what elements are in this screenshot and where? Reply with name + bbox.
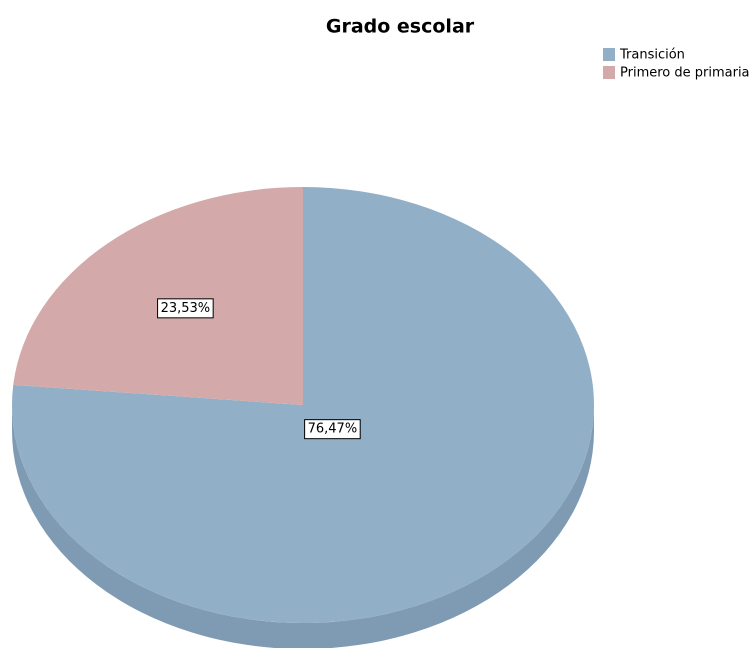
pie-slice: [12, 187, 594, 623]
pie-slice: [13, 187, 304, 405]
legend-label: Primero de primaria: [620, 66, 750, 81]
legend-label: Transición: [619, 48, 685, 63]
legend-swatch: [603, 66, 615, 79]
data-label: 23,53%: [161, 301, 211, 316]
data-label: 76,47%: [308, 422, 358, 437]
data-label-box: [157, 298, 214, 319]
legend-swatch: [603, 48, 615, 61]
chart-title: Grado escolar: [326, 16, 475, 38]
data-label-box: [304, 419, 361, 440]
